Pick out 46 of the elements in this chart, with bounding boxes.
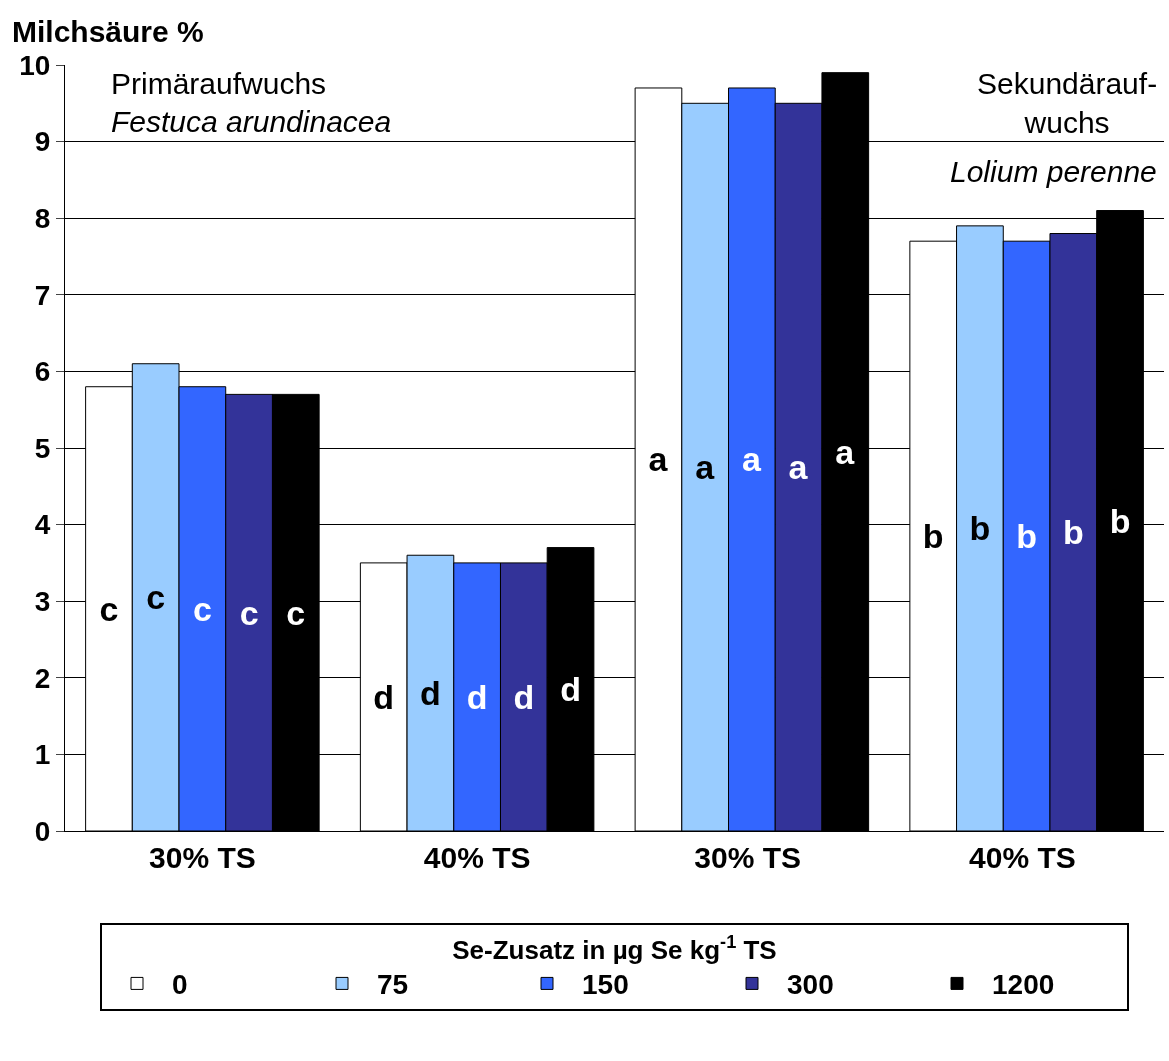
y-tick-label: 10 (19, 49, 51, 81)
legend-title: Se-Zusatz in µg Se kg$^{-1}$ TS (452, 931, 777, 965)
data-label: b (1109, 501, 1131, 540)
y-tick-label: 6 (34, 356, 51, 388)
annotation: Lolium perenne (950, 155, 1157, 188)
data-label: d (373, 677, 395, 716)
y-tick-label: 7 (34, 279, 51, 311)
data-label: c (99, 589, 119, 628)
y-tick-label: 9 (34, 126, 51, 158)
data-label: c (146, 578, 166, 617)
data-label: a (741, 440, 762, 479)
legend-label: 150 (582, 969, 629, 1001)
data-label: a (788, 448, 809, 487)
y-tick-label: 5 (34, 432, 51, 464)
data-label: c (192, 589, 212, 628)
legend-label: 0 (172, 969, 188, 1001)
data-label: d (466, 677, 488, 716)
data-label: d (560, 670, 581, 709)
annotation: Primäraufwuchs (111, 67, 327, 100)
y-tick-label: 3 (34, 586, 51, 617)
legend-label: 75 (377, 969, 409, 1001)
data-label: a (648, 440, 669, 479)
x-tick-label: 30% TS (149, 841, 256, 874)
y-tick-label: 4 (34, 509, 51, 541)
y-tick-label: 1 (34, 739, 51, 771)
x-tick-label: 40% TS (423, 841, 531, 874)
y-tick-label: 8 (34, 203, 51, 234)
data-label: b (969, 509, 991, 548)
data-label: b (1016, 517, 1038, 556)
y-axis-title: Milchsäure % (12, 15, 204, 48)
x-tick-label: 30% TS (694, 841, 810, 874)
data-label: d (513, 677, 535, 716)
y-tick-label: 0 (34, 815, 51, 847)
data-label: a (835, 432, 856, 471)
data-label: c (286, 593, 306, 632)
data-label: a (695, 448, 716, 487)
annotation: Festuca arundinacea (111, 105, 392, 138)
legend-label: 1200 (992, 969, 1055, 1001)
data-label: d (420, 674, 441, 713)
data-label: b (922, 517, 944, 556)
data-label: c (239, 593, 259, 632)
y-tick-label: 2 (34, 662, 51, 694)
data-label: b (1062, 513, 1084, 552)
annotation: Sekundärauf- wuchs (977, 67, 1158, 139)
legend-label: 300 (787, 969, 834, 1001)
x-tick-label: 40% TS (969, 841, 1085, 874)
